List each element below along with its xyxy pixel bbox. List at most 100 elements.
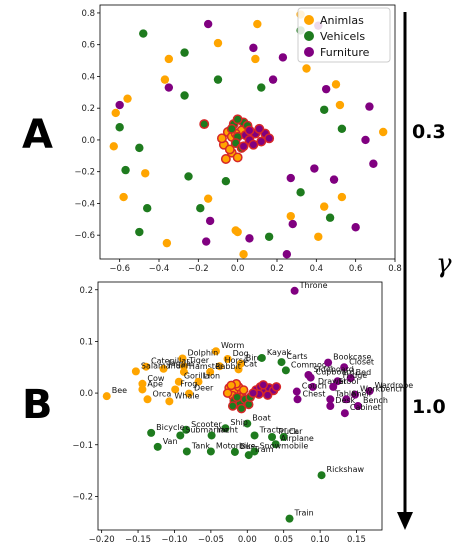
animals-point bbox=[337, 192, 347, 202]
x-tick-label: −0.10 bbox=[161, 535, 187, 545]
furniture-point-shelf bbox=[342, 395, 351, 404]
furniture-point-chest bbox=[293, 395, 302, 404]
y-tick-label: 0.4 bbox=[81, 72, 95, 82]
x-tick-label: 0.05 bbox=[274, 535, 293, 545]
animals-point-jaguar bbox=[159, 364, 168, 373]
animals-point bbox=[239, 250, 248, 259]
vehicles-point-snowmobile bbox=[250, 447, 259, 456]
point-label-commode: Commode bbox=[291, 360, 332, 369]
furniture-point bbox=[282, 250, 292, 259]
vehicles-point-commode bbox=[281, 366, 290, 375]
x-tick-label: 0.4 bbox=[310, 264, 324, 274]
vehicles-highlighted-point bbox=[199, 119, 210, 130]
legend: Animlas Vehicels Furniture bbox=[297, 7, 391, 63]
point-label-train: Train bbox=[294, 509, 314, 518]
vehicles-point bbox=[221, 177, 231, 186]
furniture-point-fridge bbox=[333, 377, 342, 386]
y-tick-label: −0.1 bbox=[72, 441, 93, 451]
animals-point bbox=[119, 192, 128, 202]
point-label-stool: Stool bbox=[338, 377, 358, 386]
point-label-cow: Cow bbox=[147, 374, 164, 383]
vehicles-highlighted-point bbox=[232, 114, 243, 125]
animals-point-cat bbox=[234, 365, 243, 374]
point-label-van: Van bbox=[163, 437, 178, 446]
gamma-arrow bbox=[397, 12, 413, 530]
animals-point-dolphin bbox=[178, 354, 187, 363]
furniture-point-cupboard bbox=[306, 373, 315, 382]
gamma-symbol: γ bbox=[436, 249, 452, 279]
furniture-point bbox=[203, 19, 213, 29]
furniture-point-bench bbox=[353, 402, 362, 410]
point-label-workbench: Workbench bbox=[360, 385, 405, 394]
animals-point-deer bbox=[185, 389, 194, 398]
furniture-point-drawer bbox=[308, 382, 317, 391]
point-label-jaguar: Jaguar bbox=[168, 359, 195, 368]
animals-point-hamster bbox=[179, 367, 188, 376]
vehicles-point-kayak bbox=[257, 353, 266, 362]
point-label-chest: Chest bbox=[303, 389, 326, 398]
point-label-sideboard: Sideboard bbox=[313, 365, 353, 374]
furniture-highlighted-point bbox=[248, 388, 258, 398]
point-label-deer: Deer bbox=[194, 384, 214, 393]
furniture-point-cabinet bbox=[340, 409, 349, 418]
x-tick-label: −0.20 bbox=[89, 535, 115, 545]
point-label-cupboard: Cupboard bbox=[316, 368, 355, 377]
furniture-highlighted-point bbox=[238, 141, 249, 152]
vehicles-point-motorbike bbox=[206, 447, 215, 456]
point-label-tank: Tank bbox=[191, 441, 211, 450]
point-label-truck: Truck bbox=[276, 427, 298, 436]
y-tick-label: −0.2 bbox=[74, 168, 95, 178]
animals-point-worm bbox=[211, 347, 220, 356]
vehicles-point-van bbox=[153, 442, 162, 451]
animals-highlighted-point bbox=[222, 388, 233, 398]
animals-point bbox=[160, 75, 170, 84]
point-label-throne: Throne bbox=[299, 281, 328, 290]
animals-point-rabbit bbox=[206, 367, 215, 376]
furniture-point bbox=[351, 223, 360, 232]
point-label-snowmobile: Snowmobile bbox=[260, 441, 309, 450]
legend-label-vehicles: Vehicels bbox=[320, 30, 365, 43]
y-tick-label: 0.6 bbox=[81, 41, 95, 51]
furniture-point bbox=[361, 135, 370, 145]
vehicles-point bbox=[143, 204, 152, 213]
vehicles-point-submarine bbox=[176, 431, 185, 440]
point-label-closet: Closet bbox=[349, 357, 374, 366]
vehicles-highlighted-point bbox=[226, 123, 237, 134]
animals-point-gorilla bbox=[174, 377, 183, 386]
animals-highlighted-point bbox=[226, 380, 237, 391]
panel-letter-b: B bbox=[22, 382, 53, 428]
animals-point bbox=[164, 54, 174, 64]
point-label-ship: Ship bbox=[230, 418, 247, 427]
point-label-couch: Couch bbox=[302, 382, 327, 391]
vehicles-point bbox=[139, 29, 148, 38]
furniture-point bbox=[202, 237, 211, 246]
legend-label-furniture: Furniture bbox=[320, 46, 370, 59]
legend-marker-animals bbox=[304, 15, 314, 25]
point-label-yacht: Yacht bbox=[216, 425, 238, 434]
y-tick-label: 0.2 bbox=[79, 286, 93, 296]
animals-point-whale bbox=[165, 397, 174, 406]
animals-point-frog bbox=[171, 385, 180, 394]
point-label-horse: Horse bbox=[225, 356, 248, 365]
point-label-bird: Bird bbox=[246, 354, 262, 363]
furniture-point-workbench bbox=[351, 390, 360, 399]
point-label-table: Table bbox=[334, 389, 356, 398]
vehicles-point bbox=[264, 232, 274, 241]
vehicles-point-tram bbox=[244, 451, 253, 460]
furniture-point-stool bbox=[329, 382, 338, 391]
animals-point-horse bbox=[215, 362, 224, 371]
animals-point bbox=[286, 211, 295, 221]
vehicles-point bbox=[320, 105, 329, 114]
point-label-bookcase: Bookcase bbox=[333, 353, 371, 362]
animals-point bbox=[123, 94, 132, 103]
vehicles-point-bus bbox=[230, 447, 239, 456]
furniture-point bbox=[205, 216, 215, 226]
point-label-lion: Lion bbox=[203, 372, 220, 381]
point-label-boat: Boat bbox=[252, 414, 270, 423]
point-label-bee: Bee bbox=[112, 386, 127, 395]
animals-point bbox=[379, 127, 388, 137]
point-label-wardrobe: Wardrobe bbox=[375, 381, 414, 390]
animals-highlighted-point bbox=[224, 144, 235, 155]
point-label-worm: Worm bbox=[221, 341, 244, 350]
point-label-catepillar: Catepillar bbox=[151, 357, 190, 366]
